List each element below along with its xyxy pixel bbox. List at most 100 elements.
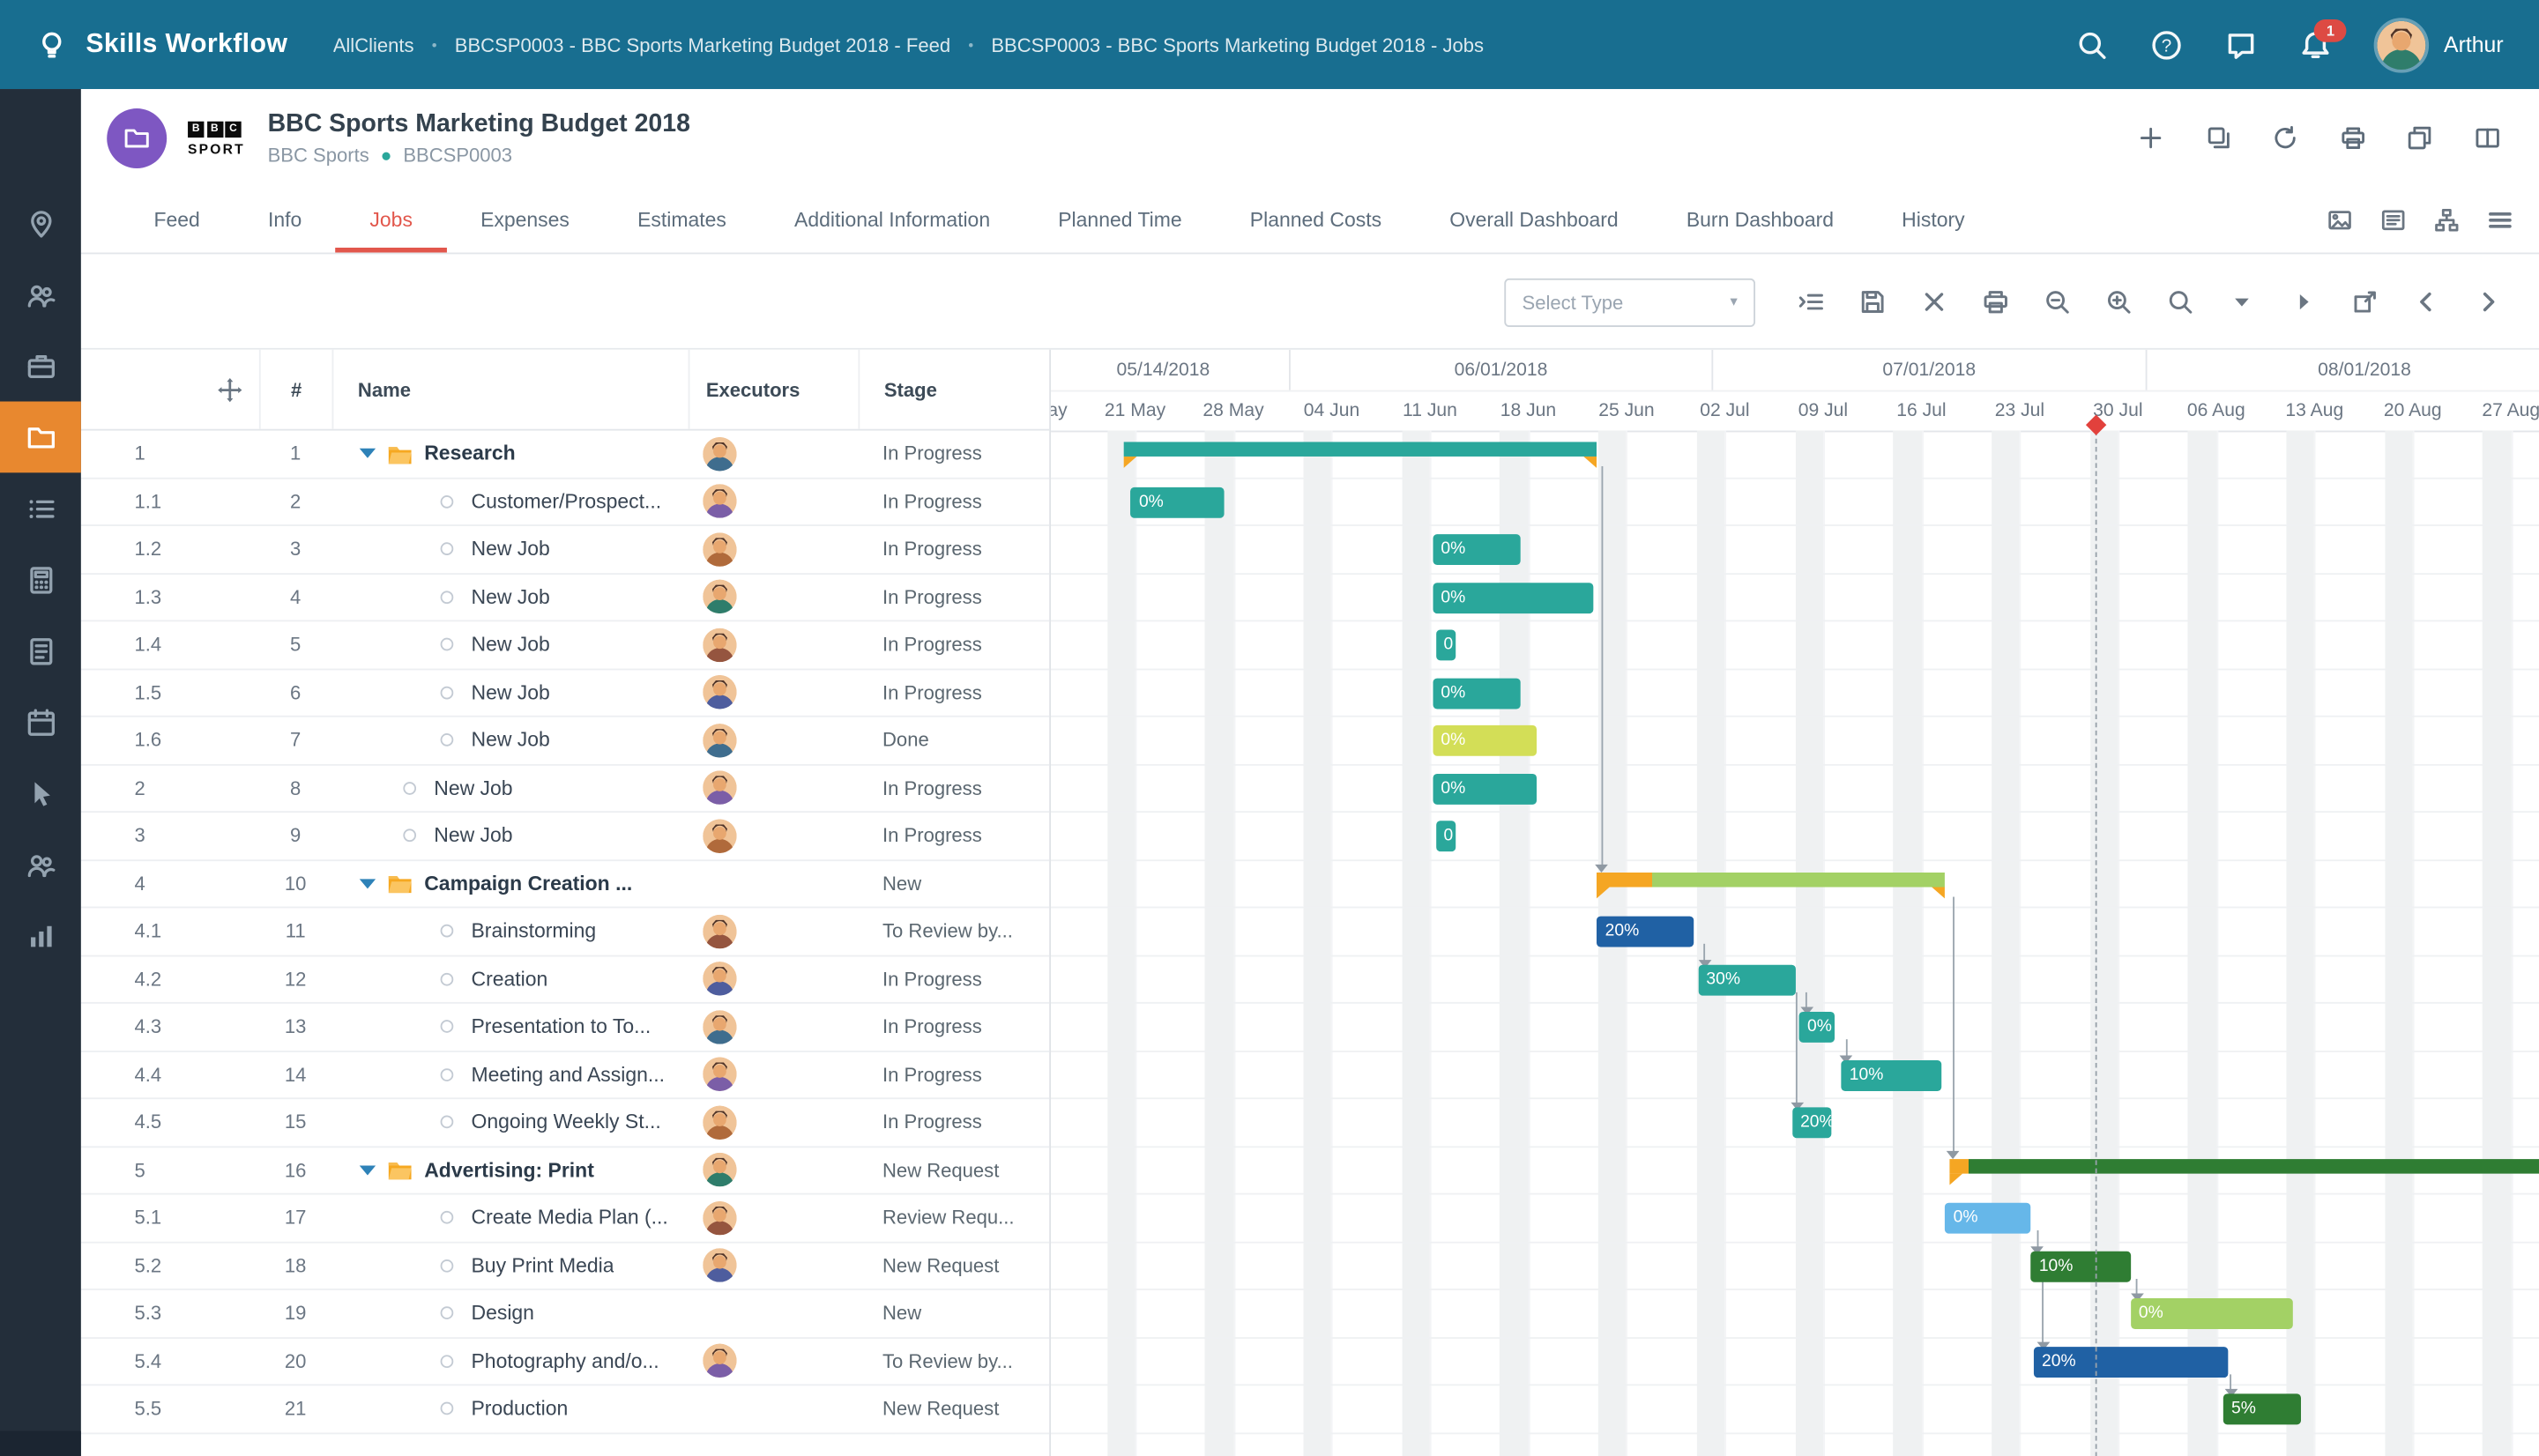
tab-planned-time[interactable]: Planned Time [1058,208,1182,232]
search-icon[interactable] [2076,28,2109,61]
gantt-bar[interactable]: 0 [1435,629,1456,661]
zoom-search-button[interactable] [2163,286,2196,318]
details-view-button[interactable] [2380,207,2406,233]
table-row[interactable]: 4.5 15 Ongoing Weekly St... In Progress [80,1099,1050,1148]
executor-avatar[interactable] [703,723,737,758]
breadcrumb-item[interactable]: BBCSP0003 - BBC Sports Marketing Budget … [454,33,951,56]
tab-estimates[interactable]: Estimates [637,208,726,232]
breadcrumb-item[interactable]: BBCSP0003 - BBC Sports Marketing Budget … [991,33,1485,56]
tab-additional-information[interactable]: Additional Information [794,208,991,232]
gantt-bar[interactable]: 20% [2033,1346,2228,1378]
tab-history[interactable]: History [1902,208,1965,232]
table-row[interactable]: 4.3 13 Presentation to To... In Progress [80,1004,1050,1051]
more-dropdown-button[interactable] [2225,286,2258,318]
table-row[interactable]: 5.3 19 Design New [80,1290,1050,1339]
column-header-executors[interactable]: Executors [688,349,859,429]
sidebar-item-finance[interactable] [0,544,81,615]
select-type-dropdown[interactable]: Select Type ▾ [1504,277,1756,327]
gantt-bar[interactable]: 0% [1433,677,1520,709]
print-button[interactable] [2339,125,2365,152]
sidebar-item-tasks[interactable] [0,472,81,544]
sidebar-item-team[interactable] [0,259,81,331]
table-row[interactable]: 5 16 Advertising: Print New Request [80,1147,1050,1195]
tab-overall-dashboard[interactable]: Overall Dashboard [1449,208,1619,232]
table-row[interactable]: 1.3 4 New Job In Progress [80,574,1050,622]
executor-avatar[interactable] [703,1057,737,1092]
executor-avatar[interactable] [703,531,737,567]
row-drag-handle-icon[interactable] [217,377,242,403]
tree-view-button[interactable] [2434,207,2460,233]
executor-avatar[interactable] [703,1105,737,1140]
gantt-bar[interactable]: 0% [1433,534,1520,566]
table-row[interactable]: 5.5 21 Production New Request [80,1385,1050,1434]
gantt-bar[interactable]: 0% [1798,1011,1835,1043]
sidebar-item-reports[interactable] [0,900,81,971]
help-icon[interactable]: ? [2151,28,2184,61]
column-header-stage[interactable]: Stage [858,349,1049,429]
executor-avatar[interactable] [703,770,737,806]
list-view-button[interactable] [2487,207,2513,233]
layout-button[interactable] [2474,125,2500,152]
gantt-bar[interactable]: 10% [2030,1250,2131,1281]
table-row[interactable]: 4 10 Campaign Creation ... New [80,860,1050,909]
clear-button[interactable] [1917,286,1950,318]
executor-avatar[interactable] [703,436,737,472]
gantt-summary-bar[interactable] [1597,872,1946,898]
table-row[interactable]: 1 1 Research In Progress [80,431,1050,479]
executor-avatar[interactable] [703,580,737,614]
sidebar-item-projects[interactable] [0,401,81,473]
sidebar-item-calendar[interactable] [0,687,81,758]
executor-avatar[interactable] [703,1248,737,1283]
gantt-summary-bar[interactable] [1123,442,1597,468]
table-row[interactable]: 4.4 14 Meeting and Assign... In Progress [80,1051,1050,1100]
tab-expenses[interactable]: Expenses [480,208,570,232]
table-row[interactable]: 4.2 12 Creation In Progress [80,956,1050,1004]
table-row[interactable]: 1.2 3 New Job In Progress [80,526,1050,575]
gantt-bar[interactable]: 30% [1698,963,1797,995]
gallery-view-button[interactable] [2327,207,2352,233]
gantt-summary-bar[interactable] [1949,1158,2539,1185]
breadcrumb-item[interactable]: AllClients [332,33,414,56]
gantt-bar[interactable]: 5% [2223,1393,2301,1425]
gantt-bar[interactable]: 0 [1435,821,1456,852]
notifications-icon[interactable]: 1 [2300,19,2347,61]
tab-feed[interactable]: Feed [153,208,200,232]
executor-avatar[interactable] [703,1153,737,1187]
sidebar-item-selector[interactable] [0,758,81,829]
executor-avatar[interactable] [703,962,737,997]
column-header-number[interactable]: # [258,349,332,429]
export-button[interactable] [2348,286,2380,318]
tab-jobs[interactable]: Jobs [336,188,447,252]
table-row[interactable]: 5.1 17 Create Media Plan (... Review Requ..… [80,1195,1050,1243]
gantt-bar[interactable]: 0% [1433,724,1537,756]
executor-avatar[interactable] [703,675,737,709]
gantt-body[interactable]: 0% 0% 0% 0 0% 0% 0% 0 20% 30% 0% 10% 20% 0% 10% 0% 20% 5% [1051,430,2539,1456]
print-button[interactable] [1978,286,2011,318]
gantt-bar[interactable]: 0% [2130,1298,2294,1329]
windows-button[interactable] [2406,125,2432,152]
table-row[interactable]: 1.6 7 New Job Done [80,717,1050,765]
tab-burn-dashboard[interactable]: Burn Dashboard [1686,208,1835,232]
save-button[interactable] [1856,286,1888,318]
chevron-down-icon[interactable] [359,878,376,888]
executor-avatar[interactable] [703,818,737,853]
table-row[interactable]: 5.2 18 Buy Print Media New Request [80,1243,1050,1290]
executor-avatar[interactable] [703,1009,737,1044]
tab-info[interactable]: Info [267,208,302,232]
table-row[interactable]: 2 8 New Job In Progress [80,765,1050,813]
gantt-bar[interactable]: 0% [1945,1202,2031,1234]
sidebar-item-documents[interactable] [0,615,81,687]
scroll-right-button[interactable] [2471,286,2504,318]
play-button[interactable] [2286,286,2319,318]
gantt-bar[interactable]: 0% [1433,773,1537,804]
executor-avatar[interactable] [703,1343,737,1378]
gantt-bar[interactable]: 20% [1597,916,1694,947]
client-name[interactable]: BBC Sports [267,144,369,167]
chevron-down-icon[interactable] [359,1164,376,1176]
gantt-bar[interactable]: 0% [1130,486,1224,517]
duplicate-button[interactable] [2205,125,2231,152]
zoom-out-button[interactable] [2040,286,2073,318]
executor-avatar[interactable] [703,628,737,662]
table-row[interactable]: 1.1 2 Customer/Prospect... In Progress [80,479,1050,526]
executor-avatar[interactable] [703,484,737,519]
